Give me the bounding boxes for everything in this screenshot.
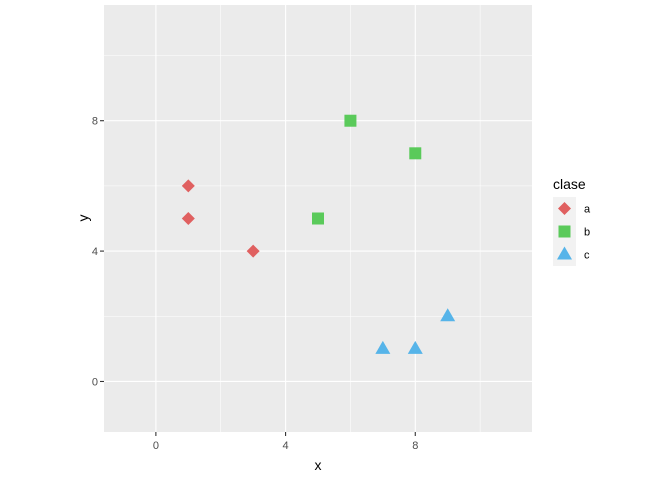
x-axis-ticks: 0 4 8 bbox=[153, 432, 418, 452]
legend-label: b bbox=[584, 227, 590, 239]
legend-label: c bbox=[584, 250, 590, 262]
y-axis-ticks: 0 4 8 bbox=[92, 116, 104, 388]
data-point-a bbox=[246, 244, 260, 258]
x-tick-label: 4 bbox=[283, 440, 289, 452]
x-axis-title: x bbox=[315, 457, 322, 473]
minor-gridlines bbox=[104, 5, 532, 432]
x-tick-label: 8 bbox=[412, 440, 418, 452]
data-point-c bbox=[407, 340, 423, 354]
y-tick-label: 0 bbox=[92, 376, 98, 388]
legend-key-c bbox=[557, 246, 572, 260]
data-point-c bbox=[440, 308, 456, 322]
major-gridlines bbox=[104, 5, 532, 432]
y-tick-label: 4 bbox=[92, 246, 98, 258]
legend-key-a bbox=[558, 202, 571, 215]
legend-key-b bbox=[558, 225, 571, 238]
data-point-b bbox=[409, 147, 422, 160]
legend: clase abc bbox=[553, 176, 591, 266]
legend-label: a bbox=[584, 204, 591, 216]
data-point-a bbox=[181, 179, 195, 193]
data-point-a bbox=[181, 212, 195, 225]
y-axis-title: y bbox=[75, 215, 91, 222]
data-point-c bbox=[375, 340, 391, 354]
data-points bbox=[181, 114, 456, 354]
data-point-b bbox=[312, 212, 324, 225]
x-tick-label: 0 bbox=[153, 440, 159, 452]
legend-title: clase bbox=[553, 176, 586, 192]
data-point-b bbox=[344, 114, 357, 127]
y-tick-label: 8 bbox=[92, 116, 98, 128]
